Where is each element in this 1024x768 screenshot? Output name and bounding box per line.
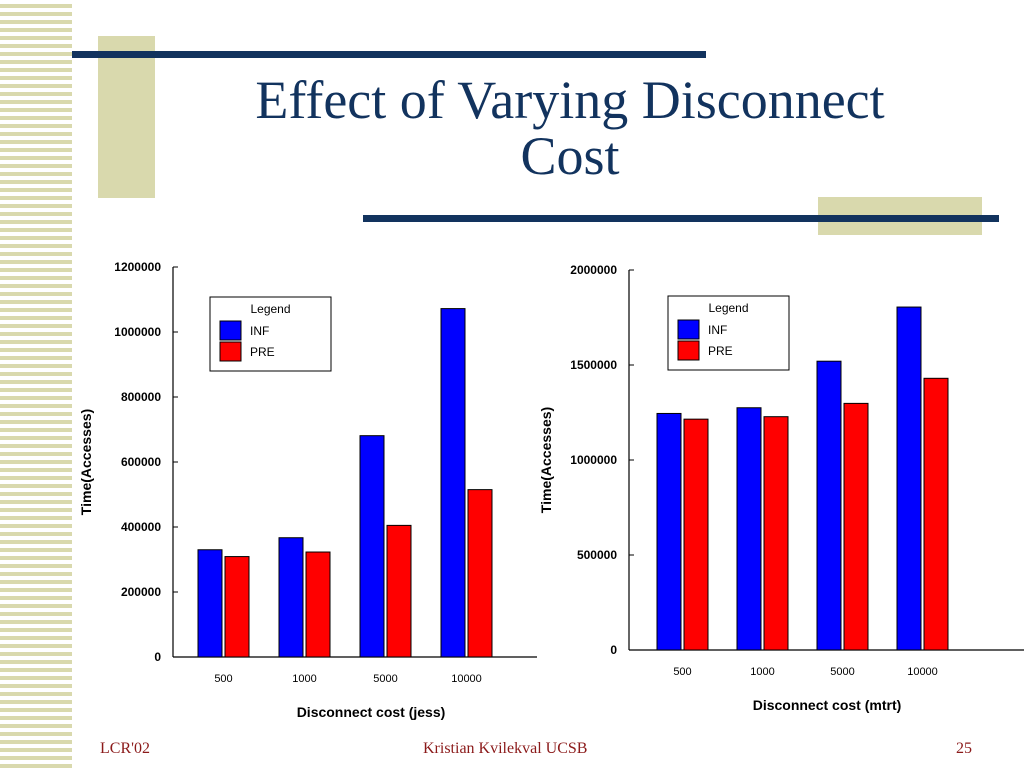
x-axis-label: Disconnect cost (jess) <box>297 704 446 720</box>
bar-inf-10000 <box>440 308 466 658</box>
y-tick-label: 0 <box>154 650 161 664</box>
x-tick-label: 500 <box>214 673 232 685</box>
footer-left: LCR'02 <box>100 740 150 757</box>
y-axis-label: Time(Accesses) <box>538 407 554 513</box>
bar-inf-500 <box>197 549 223 658</box>
bar-inf-5000 <box>359 435 385 658</box>
bar-pre-5000 <box>843 402 869 651</box>
bar-inf-1000 <box>278 537 304 658</box>
x-tick-label: 10000 <box>907 666 938 678</box>
legend-label-pre: PRE <box>250 345 275 359</box>
y-tick-label: 1000000 <box>570 453 617 467</box>
legend-swatch-inf <box>219 320 242 341</box>
y-tick-label: 600000 <box>121 455 161 469</box>
legend-title: Legend <box>708 301 748 315</box>
bar-chart-jess: 0 200000 400000 600000 800000 1000000 1200000 5… <box>78 260 537 720</box>
legend-swatch-pre <box>219 341 242 362</box>
bar-inf-500 <box>656 412 682 651</box>
x-tick-label: 1000 <box>292 673 316 685</box>
bar-pre-5000 <box>386 524 412 658</box>
bar-pre-10000 <box>923 377 949 651</box>
legend-swatch-pre <box>677 340 700 361</box>
y-tick-label: 800000 <box>121 390 161 404</box>
legend-label-inf: INF <box>708 323 727 337</box>
y-tick-label: 400000 <box>121 520 161 534</box>
footer-center: Kristian Kvilekval UCSB <box>423 740 588 757</box>
y-tick-label: 1500000 <box>570 358 617 372</box>
y-tick-label: 200000 <box>121 585 161 599</box>
x-tick-label: 10000 <box>451 673 482 685</box>
bar-inf-5000 <box>816 360 842 651</box>
bar-pre-1000 <box>305 551 331 658</box>
accent-bar-top <box>72 51 706 58</box>
legend-label-inf: INF <box>250 324 269 338</box>
bar-pre-10000 <box>467 489 493 658</box>
x-tick-label: 5000 <box>373 673 397 685</box>
striped-side-band <box>0 0 72 768</box>
bar-pre-500 <box>224 556 250 658</box>
y-tick-label: 1000000 <box>114 325 161 339</box>
bar-inf-1000 <box>736 407 762 651</box>
legend-swatch-inf <box>677 319 700 340</box>
legend-label-pre: PRE <box>708 344 733 358</box>
footer-page-number: 25 <box>956 740 972 757</box>
x-tick-label: 500 <box>673 666 691 678</box>
accent-bar-bottom <box>363 215 999 222</box>
legend-title: Legend <box>250 302 290 316</box>
slide-title-line1: Effect of Varying Disconnect <box>255 70 885 130</box>
slide-title-line2: Cost <box>520 126 620 186</box>
bar-pre-1000 <box>763 416 789 651</box>
y-axis-label: Time(Accesses) <box>78 409 94 515</box>
x-tick-label: 5000 <box>830 666 854 678</box>
bar-inf-10000 <box>896 306 922 651</box>
y-tick-label: 2000000 <box>570 263 617 277</box>
accent-block-top <box>98 36 155 198</box>
y-tick-label: 500000 <box>577 548 617 562</box>
y-tick-label: 0 <box>610 643 617 657</box>
slide-title: Effect of Varying Disconnect Cost <box>150 72 990 184</box>
x-tick-label: 1000 <box>750 666 774 678</box>
bar-chart-mtrt: 0 500000 1000000 1500000 2000000 500 1000 5000 1… <box>538 263 1024 713</box>
bar-pre-500 <box>683 418 709 651</box>
x-axis-label: Disconnect cost (mtrt) <box>753 697 902 713</box>
y-tick-label: 1200000 <box>114 260 161 274</box>
